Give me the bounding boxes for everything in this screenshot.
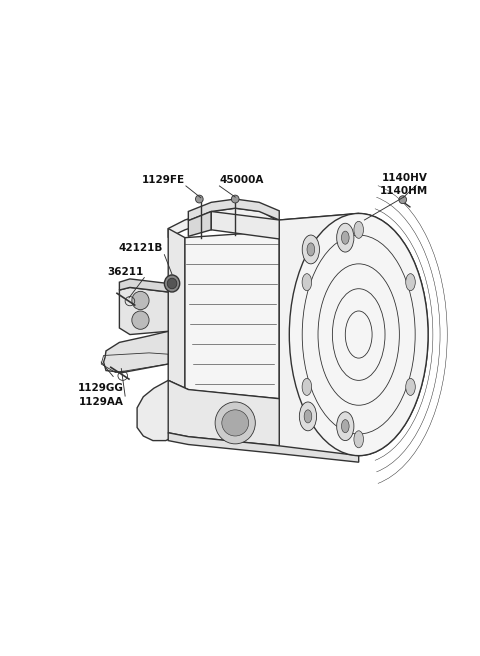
- Ellipse shape: [167, 278, 177, 289]
- Polygon shape: [168, 228, 185, 390]
- Ellipse shape: [302, 379, 312, 396]
- Ellipse shape: [300, 402, 317, 431]
- Ellipse shape: [354, 431, 363, 448]
- Polygon shape: [168, 380, 279, 446]
- Text: 45000A: 45000A: [220, 175, 264, 185]
- Ellipse shape: [399, 195, 407, 203]
- Polygon shape: [188, 211, 211, 236]
- Ellipse shape: [307, 243, 315, 256]
- Polygon shape: [120, 279, 168, 292]
- Ellipse shape: [164, 275, 180, 292]
- Polygon shape: [168, 208, 279, 237]
- Polygon shape: [185, 231, 279, 399]
- Text: 1129FE: 1129FE: [142, 175, 185, 185]
- Text: 1129GG: 1129GG: [78, 384, 124, 394]
- Ellipse shape: [132, 291, 149, 310]
- Text: 1129AA: 1129AA: [79, 397, 124, 407]
- Ellipse shape: [336, 412, 354, 441]
- Polygon shape: [120, 287, 168, 335]
- Ellipse shape: [354, 221, 363, 238]
- Ellipse shape: [231, 195, 239, 203]
- Ellipse shape: [222, 410, 249, 436]
- Ellipse shape: [132, 311, 149, 329]
- Ellipse shape: [341, 231, 349, 244]
- Polygon shape: [279, 213, 359, 456]
- Ellipse shape: [341, 420, 349, 433]
- Ellipse shape: [215, 402, 255, 444]
- Text: 1140HM: 1140HM: [379, 186, 428, 195]
- Ellipse shape: [302, 274, 312, 291]
- Ellipse shape: [195, 195, 203, 203]
- Text: 42121B: 42121B: [118, 243, 162, 253]
- Ellipse shape: [406, 379, 415, 396]
- Ellipse shape: [302, 235, 320, 264]
- Polygon shape: [104, 331, 168, 373]
- Text: 1140HV: 1140HV: [382, 173, 428, 182]
- Polygon shape: [188, 199, 279, 220]
- Polygon shape: [279, 213, 428, 456]
- Polygon shape: [168, 433, 359, 462]
- Ellipse shape: [336, 223, 354, 252]
- Ellipse shape: [289, 213, 428, 456]
- Ellipse shape: [304, 410, 312, 423]
- Polygon shape: [137, 380, 188, 441]
- Polygon shape: [211, 211, 279, 239]
- Ellipse shape: [406, 274, 415, 291]
- Text: 36211: 36211: [107, 267, 144, 277]
